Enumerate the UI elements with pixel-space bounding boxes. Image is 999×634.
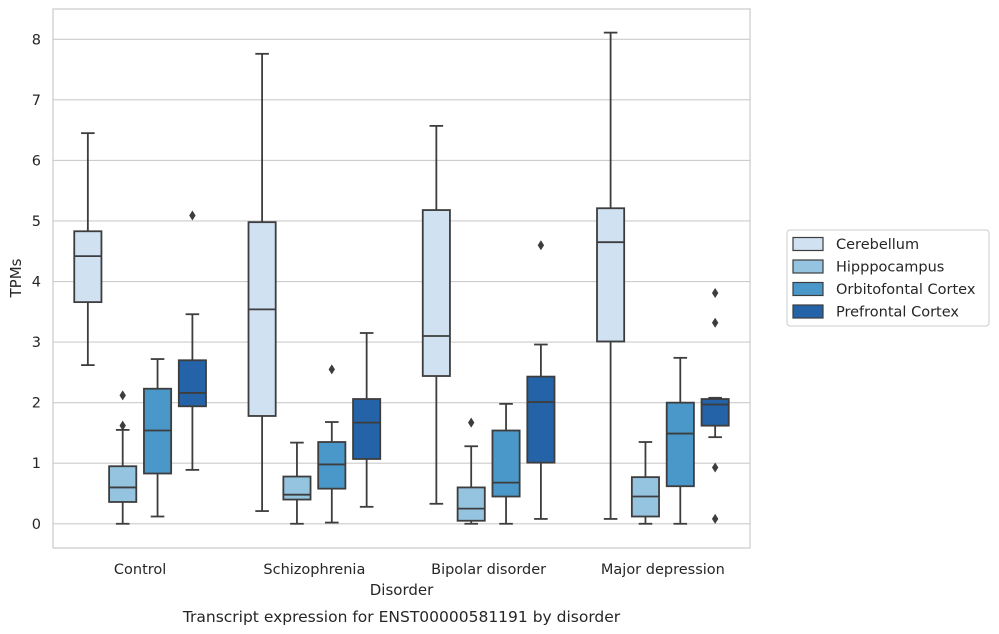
box-group (700, 288, 730, 524)
y-tick-label: 8 (32, 32, 41, 48)
box-group (421, 124, 451, 505)
box (526, 375, 556, 464)
box-group (177, 210, 207, 471)
x-tick-label: Bipolar disorder (431, 562, 546, 578)
y-tick-label: 3 (32, 335, 41, 351)
outlier-point (711, 317, 719, 328)
legend-swatch (792, 236, 824, 252)
outlier-point (189, 210, 196, 221)
plot-area-frame (52, 8, 751, 549)
box (247, 221, 277, 417)
outlier-point (711, 462, 719, 473)
y-axis-label: TPMs (7, 258, 25, 298)
box (665, 401, 695, 488)
y-tick-label: 5 (32, 214, 41, 230)
box (421, 209, 451, 377)
legend-frame (786, 229, 990, 327)
box (282, 475, 312, 501)
y-tick-labels: 0 1 2 3 4 5 6 7 8 (32, 32, 41, 532)
x-tick-label: Control (114, 562, 166, 578)
box-group (317, 364, 347, 524)
y-tick-label: 1 (32, 456, 41, 472)
y-tick-label: 4 (32, 275, 41, 291)
outlier-point (119, 390, 126, 401)
box-group (630, 441, 660, 525)
outlier-point (119, 420, 126, 431)
legend-label: Hipppocampus (836, 260, 944, 276)
box (73, 230, 103, 304)
chart-caption: Transcript expression for ENST0000058119… (182, 608, 621, 626)
box-group (491, 402, 521, 525)
legend-swatch (792, 304, 824, 319)
box (456, 486, 486, 522)
x-axis-label: Disorder (370, 581, 434, 599)
box-group (596, 31, 626, 520)
box-group (108, 390, 138, 525)
box-group (526, 240, 556, 520)
box-group (352, 332, 382, 508)
outlier-point (537, 240, 545, 251)
box (108, 465, 138, 503)
legend-swatch (792, 259, 824, 274)
outlier-point (468, 417, 475, 428)
box-group (143, 358, 173, 518)
box-group (247, 52, 277, 512)
outlier-point (711, 513, 719, 524)
y-tick-label: 6 (32, 153, 41, 169)
box-plot-marks (73, 31, 730, 525)
box-group (665, 356, 695, 525)
box (700, 398, 730, 427)
box-group (282, 441, 312, 525)
box-group (73, 132, 103, 367)
x-tick-labels: Control Schizophrenia Bipolar disorder Majo… (114, 562, 725, 578)
box (352, 398, 382, 460)
outlier-point (711, 288, 719, 299)
box-group (456, 417, 486, 525)
y-tick-label: 0 (32, 517, 41, 533)
x-tick-label: Schizophrenia (263, 562, 365, 578)
legend-label: Cerebellum (836, 237, 919, 253)
legend: Cerebellum Hipppocampus Orbitofontal Corte… (786, 229, 990, 327)
y-tick-label: 2 (32, 396, 41, 412)
outlier-point (328, 364, 335, 375)
box (177, 359, 207, 408)
box (317, 441, 347, 490)
box (596, 207, 626, 343)
x-tick-label: Major depression (601, 562, 725, 578)
box (491, 429, 521, 498)
legend-label: Orbitofontal Cortex (836, 282, 976, 298)
y-tick-label: 7 (32, 93, 41, 109)
legend-swatch (792, 281, 824, 297)
legend-label: Prefrontal Cortex (836, 305, 959, 321)
